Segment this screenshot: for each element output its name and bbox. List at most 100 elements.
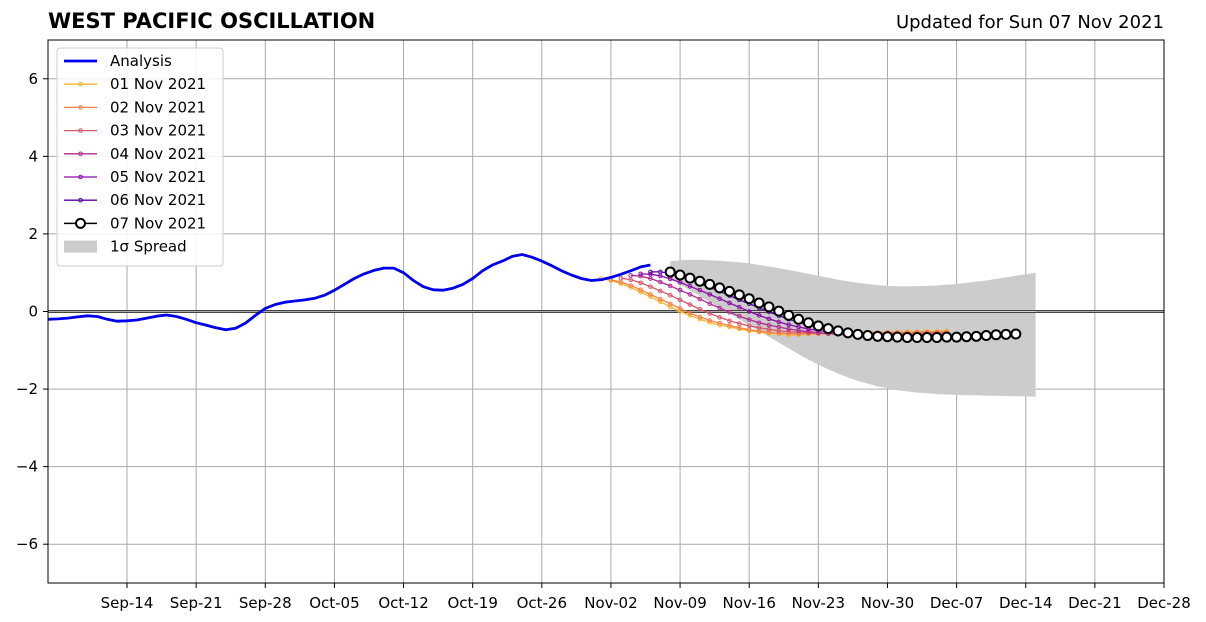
legend-marker	[75, 217, 86, 229]
x-tick-label: Oct-19	[447, 594, 497, 612]
forecast-point	[648, 276, 653, 281]
latest-forecast-point	[1010, 328, 1022, 340]
y-tick-label: 4	[28, 147, 38, 165]
latest-forecast-point	[674, 269, 686, 281]
latest-forecast-point	[743, 293, 755, 305]
legend-marker	[78, 151, 83, 157]
forecast-point	[776, 324, 782, 330]
forecast-point	[756, 320, 762, 326]
forecast-point	[717, 305, 722, 311]
latest-forecast-point	[990, 329, 1002, 341]
forecast-point	[786, 322, 792, 327]
x-tick-label: Nov-09	[653, 594, 706, 612]
latest-forecast-point	[921, 331, 933, 343]
spread-layer	[670, 259, 1036, 397]
forecast-point	[727, 309, 732, 315]
latest-forecast-point	[911, 331, 923, 343]
latest-forecast-point	[664, 266, 676, 278]
latest-forecast-point	[783, 309, 795, 321]
latest-forecast-point	[980, 330, 992, 342]
latest-forecast-point	[862, 330, 874, 342]
forecast-point	[717, 296, 722, 302]
x-tick-label: Nov-23	[792, 594, 845, 612]
x-tick-label: Oct-26	[517, 594, 567, 612]
latest-forecast-point	[694, 275, 706, 287]
x-tick-label: Sep-21	[170, 594, 223, 612]
forecast-point	[658, 296, 663, 302]
y-tick-label: −6	[16, 535, 38, 553]
forecast-point	[628, 277, 633, 282]
legend-label: 04 Nov 2021	[110, 145, 206, 163]
forecast-point	[677, 306, 683, 311]
legend: Analysis 01 Nov 2021 02 Nov 2021 03 Nov 202…	[56, 47, 224, 267]
forecast-point	[796, 324, 801, 330]
latest-forecast-point	[960, 331, 972, 343]
forecast-point	[776, 319, 782, 325]
x-tick-label: Dec-14	[999, 594, 1053, 612]
forecast-point	[717, 315, 722, 320]
legend-marker	[78, 105, 83, 110]
forecast-point	[658, 299, 663, 305]
y-tick-label: −2	[16, 380, 38, 398]
latest-forecast-point	[763, 301, 775, 313]
forecast-point	[746, 323, 752, 329]
forecast-point	[756, 325, 762, 331]
x-tick-label: Dec-28	[1137, 594, 1191, 612]
forecast-point	[756, 313, 762, 318]
x-tick-label: Nov-30	[861, 594, 914, 612]
latest-forecast-point	[723, 285, 735, 297]
forecast-point	[806, 329, 811, 334]
latest-forecast-point	[714, 282, 726, 294]
latest-forecast-point	[901, 331, 913, 343]
plot-frame	[47, 39, 1165, 584]
y-tick-label: 0	[28, 303, 38, 321]
latest-forecast-point	[872, 330, 884, 342]
latest-forecast-point	[753, 297, 765, 309]
forecast-point	[677, 297, 683, 303]
forecast-point	[707, 311, 712, 316]
x-tick-label: Nov-02	[584, 594, 637, 612]
x-tick-label: Dec-07	[930, 594, 984, 612]
forecast-point	[638, 280, 643, 286]
forecast-point	[628, 283, 633, 288]
legend-marker	[78, 174, 83, 180]
forecast-point	[786, 326, 792, 332]
x-tick-label: Dec-21	[1068, 594, 1122, 612]
forecast-point	[638, 287, 643, 293]
legend-swatch	[64, 240, 97, 253]
forecast-point	[727, 318, 732, 324]
forecast-point	[667, 301, 673, 307]
forecast-point	[687, 302, 693, 307]
forecast-point	[677, 280, 683, 285]
forecast-point	[667, 283, 673, 289]
forecast-point	[697, 296, 703, 302]
forecast-point	[727, 323, 732, 328]
zero-line-layer	[48, 310, 1164, 313]
forecast-point	[766, 322, 772, 328]
y-tick-label: 2	[28, 225, 38, 243]
forecast-point	[648, 284, 653, 289]
latest-forecast-point	[822, 323, 834, 335]
axes-layer: Sep-14 Sep-21 Sep-28 Oct-05 Oct-12 Oct-19 Oct-…	[16, 39, 1191, 612]
forecast-point	[687, 283, 693, 289]
forecast-point	[648, 292, 653, 297]
legend-label: 05 Nov 2021	[110, 168, 206, 186]
forecast-point	[746, 317, 752, 322]
forecast-point	[737, 321, 742, 326]
latest-forecast-point	[812, 320, 824, 332]
y-tick-label: −4	[16, 458, 38, 476]
forecast-point	[727, 300, 732, 306]
latest-forecast-point	[733, 289, 745, 301]
y-tick-label: 6	[28, 70, 38, 88]
forecast-point	[717, 320, 722, 326]
analysis-line	[47, 253, 651, 332]
forecast-point	[707, 301, 712, 307]
forecast-point	[707, 318, 712, 323]
legend-label: 1σ Spread	[110, 238, 187, 256]
forecast-point	[737, 304, 742, 310]
legend-box	[56, 47, 224, 267]
forecast-point	[737, 313, 742, 319]
spread-band	[670, 259, 1036, 397]
latest-forecast-point	[951, 331, 963, 343]
